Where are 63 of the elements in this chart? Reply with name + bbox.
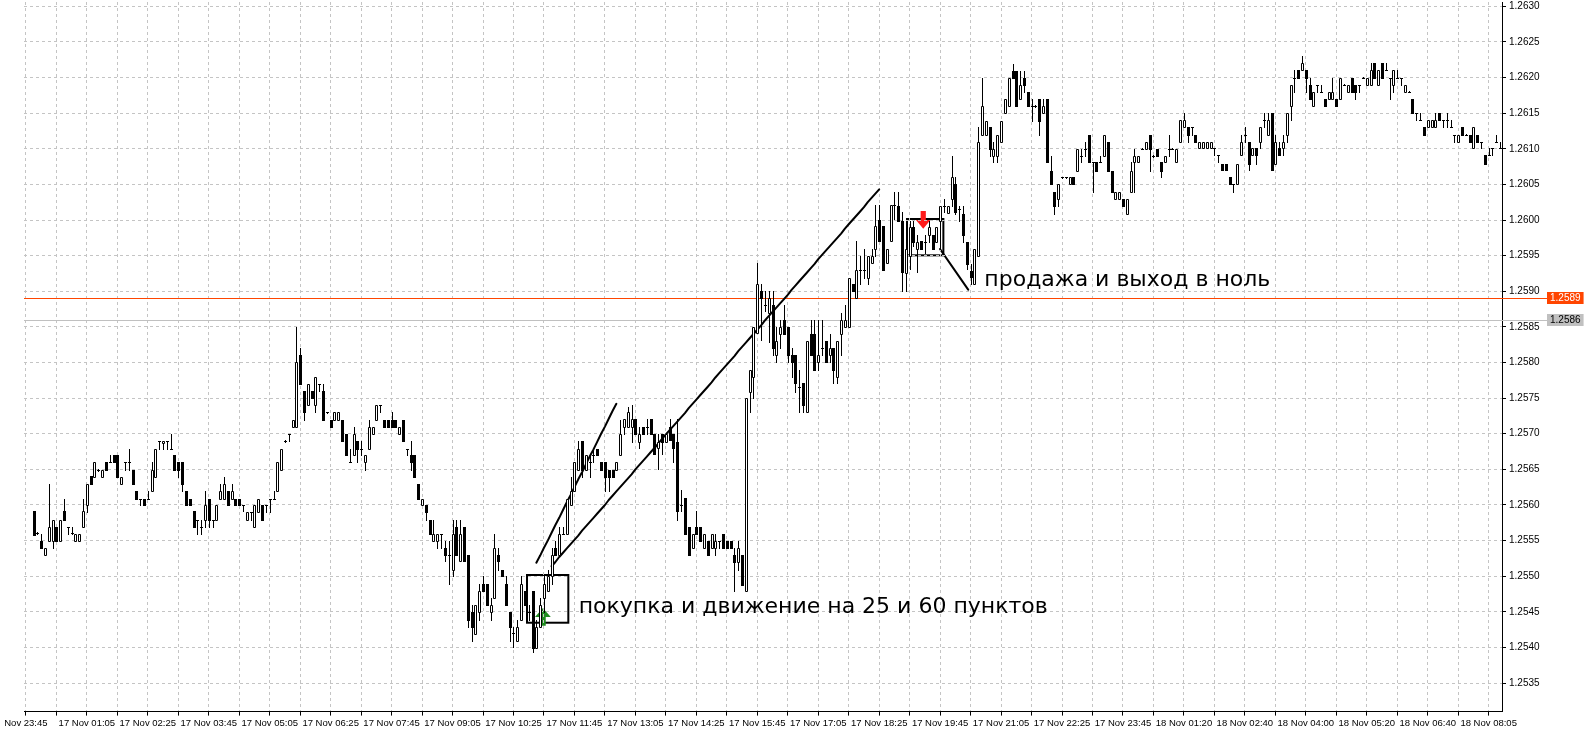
candlestick bbox=[128, 449, 131, 471]
candlestick bbox=[360, 441, 363, 456]
candlestick bbox=[798, 370, 801, 413]
x-tick-label: 18 Nov 06:40 bbox=[1399, 716, 1456, 728]
x-tick-label: 17 Nov 07:45 bbox=[363, 716, 420, 728]
x-tick-label: 17 Nov 21:05 bbox=[972, 716, 1030, 728]
x-tick-label: 17 Nov 06:25 bbox=[302, 716, 359, 728]
candlestick bbox=[863, 249, 866, 279]
x-tick-label: 17 Nov 13:05 bbox=[607, 716, 664, 728]
x-tick-label: 17 Nov 09:05 bbox=[424, 716, 481, 728]
x-tick-label: 17 Nov 02:25 bbox=[119, 716, 177, 728]
y-tick-label: 1.2550 bbox=[1509, 569, 1541, 581]
x-tick-label: 18 Nov 05:20 bbox=[1338, 716, 1396, 728]
x-tick-label: 17 Nov 01:05 bbox=[58, 716, 116, 728]
candlestick bbox=[1446, 113, 1449, 128]
y-tick-label: 1.2545 bbox=[1509, 605, 1541, 617]
y-tick-label: 1.2625 bbox=[1509, 35, 1541, 47]
candlestick bbox=[1244, 127, 1247, 143]
x-tick-label: 18 Nov 08:05 bbox=[1460, 716, 1517, 728]
candlestick bbox=[200, 520, 203, 535]
y-tick-label: 1.2605 bbox=[1509, 178, 1541, 190]
y-tick-label: 1.2590 bbox=[1509, 285, 1541, 296]
x-tick-label: 17 Nov 15:45 bbox=[729, 716, 786, 728]
candlestick bbox=[170, 434, 173, 450]
y-tick-label: 1.2560 bbox=[1509, 498, 1541, 510]
y-tick-label: 1.2575 bbox=[1509, 391, 1541, 403]
x-tick-label: 17 Nov 19:45 bbox=[911, 716, 969, 728]
ref-line-label: 1.2589 bbox=[1550, 292, 1582, 304]
y-tick-label: 1.2580 bbox=[1509, 356, 1541, 368]
x-tick-label: 18 Nov 02:40 bbox=[1216, 716, 1274, 728]
y-tick-label: 1.2540 bbox=[1509, 641, 1541, 653]
ref-line-label: 1.2586 bbox=[1550, 314, 1582, 326]
y-tick-label: 1.2610 bbox=[1509, 142, 1541, 154]
x-tick-label: 17 Nov 14:25 bbox=[668, 716, 725, 728]
x-tick-label: 18 Nov 04:00 bbox=[1277, 716, 1335, 728]
y-tick-label: 1.2535 bbox=[1509, 676, 1541, 688]
candlestick bbox=[764, 291, 767, 312]
x-tick-label: 17 Nov 10:25 bbox=[485, 716, 542, 728]
y-tick-label: 1.2600 bbox=[1509, 213, 1541, 225]
y-tick-label: 1.2570 bbox=[1509, 427, 1541, 439]
candlestick bbox=[440, 534, 443, 549]
candlestick bbox=[924, 235, 927, 254]
x-tick-label: 17 Nov 05:05 bbox=[241, 716, 298, 728]
annotation: продажа и выход в ноль bbox=[984, 265, 1271, 291]
x-tick-label: 17 Nov 23:45 bbox=[1094, 716, 1152, 728]
candlestick bbox=[269, 499, 272, 513]
x-tick-label: 17 Nov 18:25 bbox=[850, 716, 908, 728]
candlestick bbox=[349, 449, 352, 463]
y-tick-label: 1.2555 bbox=[1509, 534, 1541, 546]
candlestick bbox=[646, 419, 649, 435]
y-tick-label: 1.2630 bbox=[1509, 0, 1541, 12]
x-tick-label: 18 Nov 01:20 bbox=[1155, 716, 1213, 728]
annotation: покупка и движение на 25 и 60 пунктов bbox=[578, 593, 1048, 619]
y-tick-label: 1.2615 bbox=[1509, 106, 1541, 118]
y-tick-label: 1.2565 bbox=[1509, 463, 1541, 475]
x-tick-label: 17 Nov 11:45 bbox=[546, 716, 603, 728]
x-tick-label: 17 Nov 03:45 bbox=[180, 716, 238, 728]
x-tick-label: 17 Nov 17:05 bbox=[789, 716, 847, 728]
y-tick-label: 1.2595 bbox=[1509, 249, 1541, 261]
y-tick-label: 1.2620 bbox=[1509, 71, 1541, 83]
x-tick-label: Nov 23:45 bbox=[4, 716, 48, 728]
y-tick-label: 1.2585 bbox=[1509, 320, 1541, 332]
x-tick-label: 17 Nov 22:25 bbox=[1033, 716, 1091, 728]
